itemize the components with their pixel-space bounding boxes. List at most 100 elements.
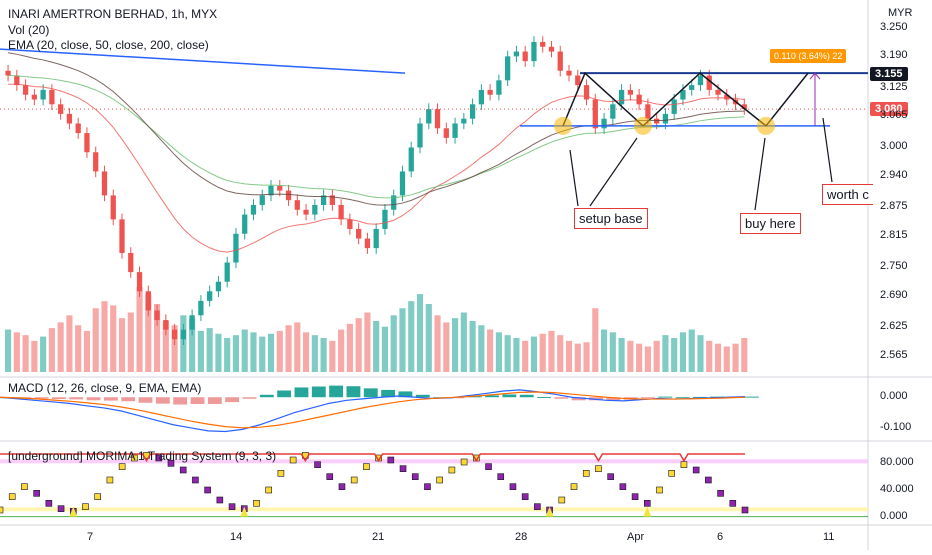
morima-marker — [485, 463, 492, 470]
candle-body — [487, 89, 493, 95]
volume-bar — [416, 294, 424, 372]
morima-marker — [118, 463, 126, 470]
oversold-band — [0, 507, 868, 512]
signal-line — [0, 391, 746, 429]
morima-signal-line — [0, 453, 745, 463]
trendline-upper — [0, 48, 406, 74]
volume-bar — [206, 328, 213, 372]
macd-histogram-bar — [103, 397, 118, 401]
volume-bar — [294, 322, 301, 372]
volume-bar — [171, 325, 178, 372]
morima-marker — [155, 454, 163, 462]
volume-bar — [224, 338, 231, 372]
macd-histogram-bar — [519, 394, 534, 398]
candle-body — [198, 300, 204, 316]
morima-marker — [21, 483, 28, 490]
volume-bar — [232, 335, 240, 372]
volume-bar — [539, 333, 546, 372]
ema-line-20 — [8, 83, 745, 253]
macd-histogram-bar — [69, 397, 84, 400]
macd-histogram-bar — [571, 397, 586, 401]
morima-marker — [595, 465, 602, 472]
volume-bar — [513, 338, 520, 372]
morima-marker — [631, 493, 639, 500]
macd-histogram-bar — [693, 396, 707, 398]
candle-body — [697, 75, 704, 86]
volume-bar — [5, 329, 12, 372]
candle-body — [154, 310, 160, 321]
volume-bar — [487, 329, 494, 372]
volume-bar — [478, 325, 485, 372]
morima-marker — [45, 500, 53, 507]
macd-histogram-bar — [606, 397, 621, 401]
morima-marker — [497, 473, 505, 480]
volume-bar — [714, 343, 722, 372]
volume-legend: Vol (20) — [8, 23, 50, 37]
morima-marker — [253, 500, 260, 507]
candle-body — [171, 329, 178, 340]
candle-body — [724, 94, 730, 100]
volume-bar — [583, 342, 590, 372]
candle-body — [294, 200, 300, 210]
measure-arrow-head — [809, 72, 821, 80]
volume-bar — [66, 315, 73, 372]
morima-marker — [167, 460, 175, 467]
currency-label: MYR — [888, 7, 913, 19]
morima-marker — [668, 470, 676, 477]
candle-body — [268, 185, 274, 196]
morima-buy-triangle — [643, 506, 652, 517]
macd-histogram-bar — [415, 394, 430, 398]
arrow-setup-left — [569, 149, 579, 207]
annotation-buy-here: buy here — [740, 213, 801, 234]
setup-highlight-circle — [554, 116, 572, 135]
candle-body — [22, 85, 29, 95]
volume-bar — [399, 308, 406, 372]
price-tick-label: 2.750 — [880, 260, 908, 273]
candle-body — [382, 209, 388, 229]
chart-title: INARI AMERTRON BERHAD, 1h, MYX — [8, 7, 218, 21]
candle-body — [399, 171, 406, 196]
volume-bar — [127, 312, 134, 372]
morima-marker — [57, 505, 65, 512]
morima-marker — [521, 493, 529, 500]
time-tick-label: Apr — [627, 531, 645, 543]
macd-histogram-bar — [554, 397, 569, 399]
volume-bar — [706, 340, 713, 372]
macd-tick-label: -0.100 — [880, 420, 912, 433]
volume-bar — [250, 332, 257, 372]
macd-histogram-bar — [675, 397, 690, 399]
macd-histogram-bar — [173, 397, 188, 405]
candle-body — [671, 99, 677, 114]
time-tick-label: 7 — [87, 531, 94, 543]
pattern-zigzag — [562, 71, 809, 127]
morima-marker — [436, 476, 443, 484]
volume-bar — [57, 322, 64, 372]
morima-tick-label: 80.000 — [880, 456, 914, 469]
macd-histogram-bar — [121, 397, 136, 402]
volume-bar — [311, 335, 318, 372]
candle-body — [84, 133, 90, 153]
volume-bar — [215, 333, 222, 372]
price-tick-label: 2.625 — [880, 320, 908, 333]
candle-body — [583, 85, 590, 100]
volume-bar — [381, 326, 389, 372]
morima-marker — [326, 473, 334, 480]
morima-marker — [131, 454, 138, 462]
volume-bar — [329, 340, 336, 372]
candle-body — [627, 89, 633, 95]
morima-marker — [692, 466, 700, 474]
morima-marker — [619, 483, 627, 490]
price-tick-label: 2.565 — [880, 349, 908, 361]
price-tick-label: 2.940 — [880, 169, 908, 182]
candle-body — [49, 89, 55, 105]
morima-marker — [411, 473, 419, 480]
morima-marker — [460, 458, 468, 466]
candle-body — [680, 89, 686, 100]
candle-body — [320, 195, 327, 205]
volume-bar — [443, 322, 450, 372]
volume-bar — [285, 325, 292, 372]
candle-body — [163, 320, 169, 330]
candle-body — [540, 41, 546, 47]
overbought-band — [0, 459, 868, 464]
volume-bar — [13, 332, 20, 372]
